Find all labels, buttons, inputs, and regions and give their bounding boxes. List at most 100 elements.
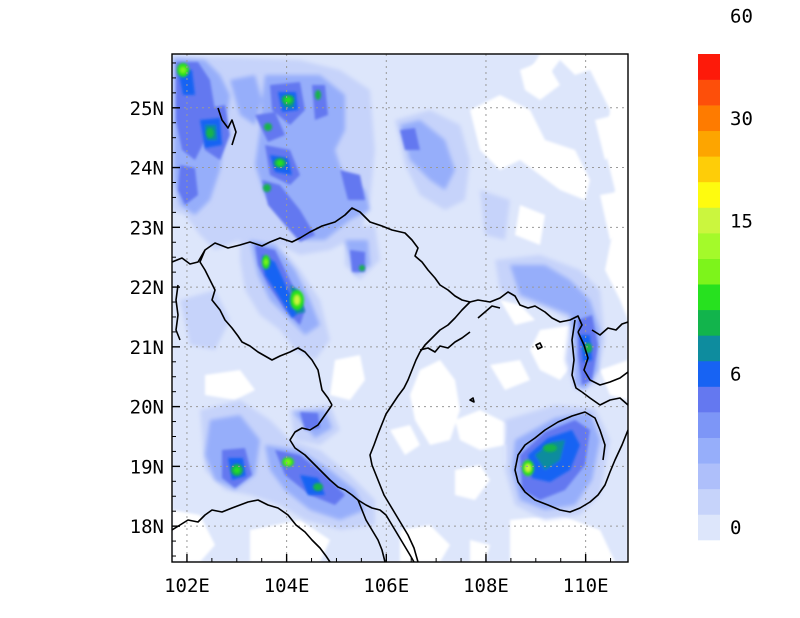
precip-peaks [177, 63, 592, 491]
precip-region [300, 412, 320, 430]
precip-peak [359, 265, 365, 271]
x-tick-label: 110E [563, 575, 609, 597]
colorbar-label: 0 [730, 517, 741, 539]
border-line [289, 404, 415, 562]
colorbar-label: 6 [730, 364, 741, 386]
precip-peak [234, 467, 240, 473]
precip-region [510, 265, 600, 390]
border-line [357, 499, 386, 562]
colorbar-box [698, 130, 720, 157]
colorbar-label: 60 [730, 6, 753, 28]
border-line [172, 207, 583, 333]
dry-area [510, 515, 615, 562]
precip-peak [294, 295, 300, 305]
x-tick-label: 106E [363, 575, 409, 597]
coastlines-borders [172, 107, 628, 562]
colorbar-box [698, 437, 720, 464]
colorbar-box [698, 360, 720, 387]
precip-peak [264, 259, 268, 265]
y-tick-label: 19N [130, 456, 164, 478]
colorbar-box [698, 156, 720, 183]
coastline [175, 284, 181, 341]
dry-area [205, 370, 255, 400]
dry-area [520, 60, 560, 100]
y-tick-label: 23N [130, 217, 164, 239]
x-tick-label: 102E [164, 575, 210, 597]
dry-area [390, 425, 420, 455]
dry-area [500, 300, 535, 325]
coastline [419, 331, 471, 353]
precip-region [178, 165, 198, 205]
precip-region [230, 75, 262, 125]
colorbar-box [698, 309, 720, 336]
colorbar-box [698, 335, 720, 362]
coastline [581, 391, 628, 406]
colorbar-box [698, 207, 720, 234]
colorbar: 06153060150300 [698, 6, 753, 541]
dry-area [410, 360, 460, 445]
colorbar-box [698, 412, 720, 438]
dry-area [455, 465, 490, 500]
colorbar-box [698, 284, 720, 311]
y-tick-label: 24N [130, 158, 164, 180]
colorbar-box [698, 105, 720, 132]
y-tick-label: 25N [130, 98, 164, 120]
precip-peak [525, 464, 531, 472]
border-line [172, 499, 331, 562]
plot-area [172, 54, 628, 562]
x-tick-label: 108E [463, 575, 509, 597]
dry-area [470, 540, 490, 562]
dry-area [515, 205, 545, 245]
y-tick-label: 22N [130, 277, 164, 299]
precip-peak [263, 184, 271, 192]
coastline [571, 319, 583, 393]
precip-peak [180, 67, 186, 73]
y-tick-label: 21N [130, 337, 164, 359]
colorbar-box [698, 233, 720, 259]
plot-frame [171, 53, 629, 563]
coastline [217, 107, 237, 146]
colorbar-label: 30 [730, 108, 753, 130]
precip-peak [313, 483, 323, 491]
dry-area [600, 190, 628, 240]
colorbar-box [698, 514, 720, 541]
precip-peak [277, 160, 283, 166]
colorbar-box [698, 79, 720, 106]
x-axis: 102E 104E 106E 108E 110E [164, 554, 612, 597]
colorbar-box [698, 488, 720, 515]
map-grid [172, 54, 628, 562]
island [535, 342, 543, 350]
y-axis: 18N 19N 20N 21N 22N 23N 24N 25N [130, 62, 180, 557]
dry-area [330, 355, 365, 400]
precip-region [535, 440, 565, 470]
precip-peak [285, 97, 291, 103]
coastline [514, 411, 628, 513]
coastline [577, 331, 628, 386]
precip-region [400, 128, 420, 150]
coastline [477, 305, 501, 319]
precip-region [340, 170, 365, 200]
colorbar-label: 15 [730, 210, 753, 232]
coastline [591, 321, 628, 336]
colorbar-box [698, 258, 720, 285]
x-tick-label: 104E [264, 575, 310, 597]
border-line [199, 249, 333, 406]
precip-peak [264, 123, 272, 131]
dry-area [490, 360, 530, 390]
dry-area [455, 410, 510, 450]
precip-region [262, 180, 315, 242]
coastline [369, 301, 471, 562]
y-tick-label: 20N [130, 397, 164, 419]
dry-area [250, 520, 330, 562]
colorbar-box [698, 54, 720, 80]
colorbar-box [698, 386, 720, 413]
precip-peak [206, 128, 214, 138]
precip-peak [285, 459, 291, 465]
dry-area [400, 525, 450, 562]
precip-peak [543, 444, 557, 452]
y-tick-label: 18N [130, 516, 164, 538]
island [469, 397, 475, 403]
dry-area [470, 95, 590, 200]
dry-area [595, 115, 620, 160]
